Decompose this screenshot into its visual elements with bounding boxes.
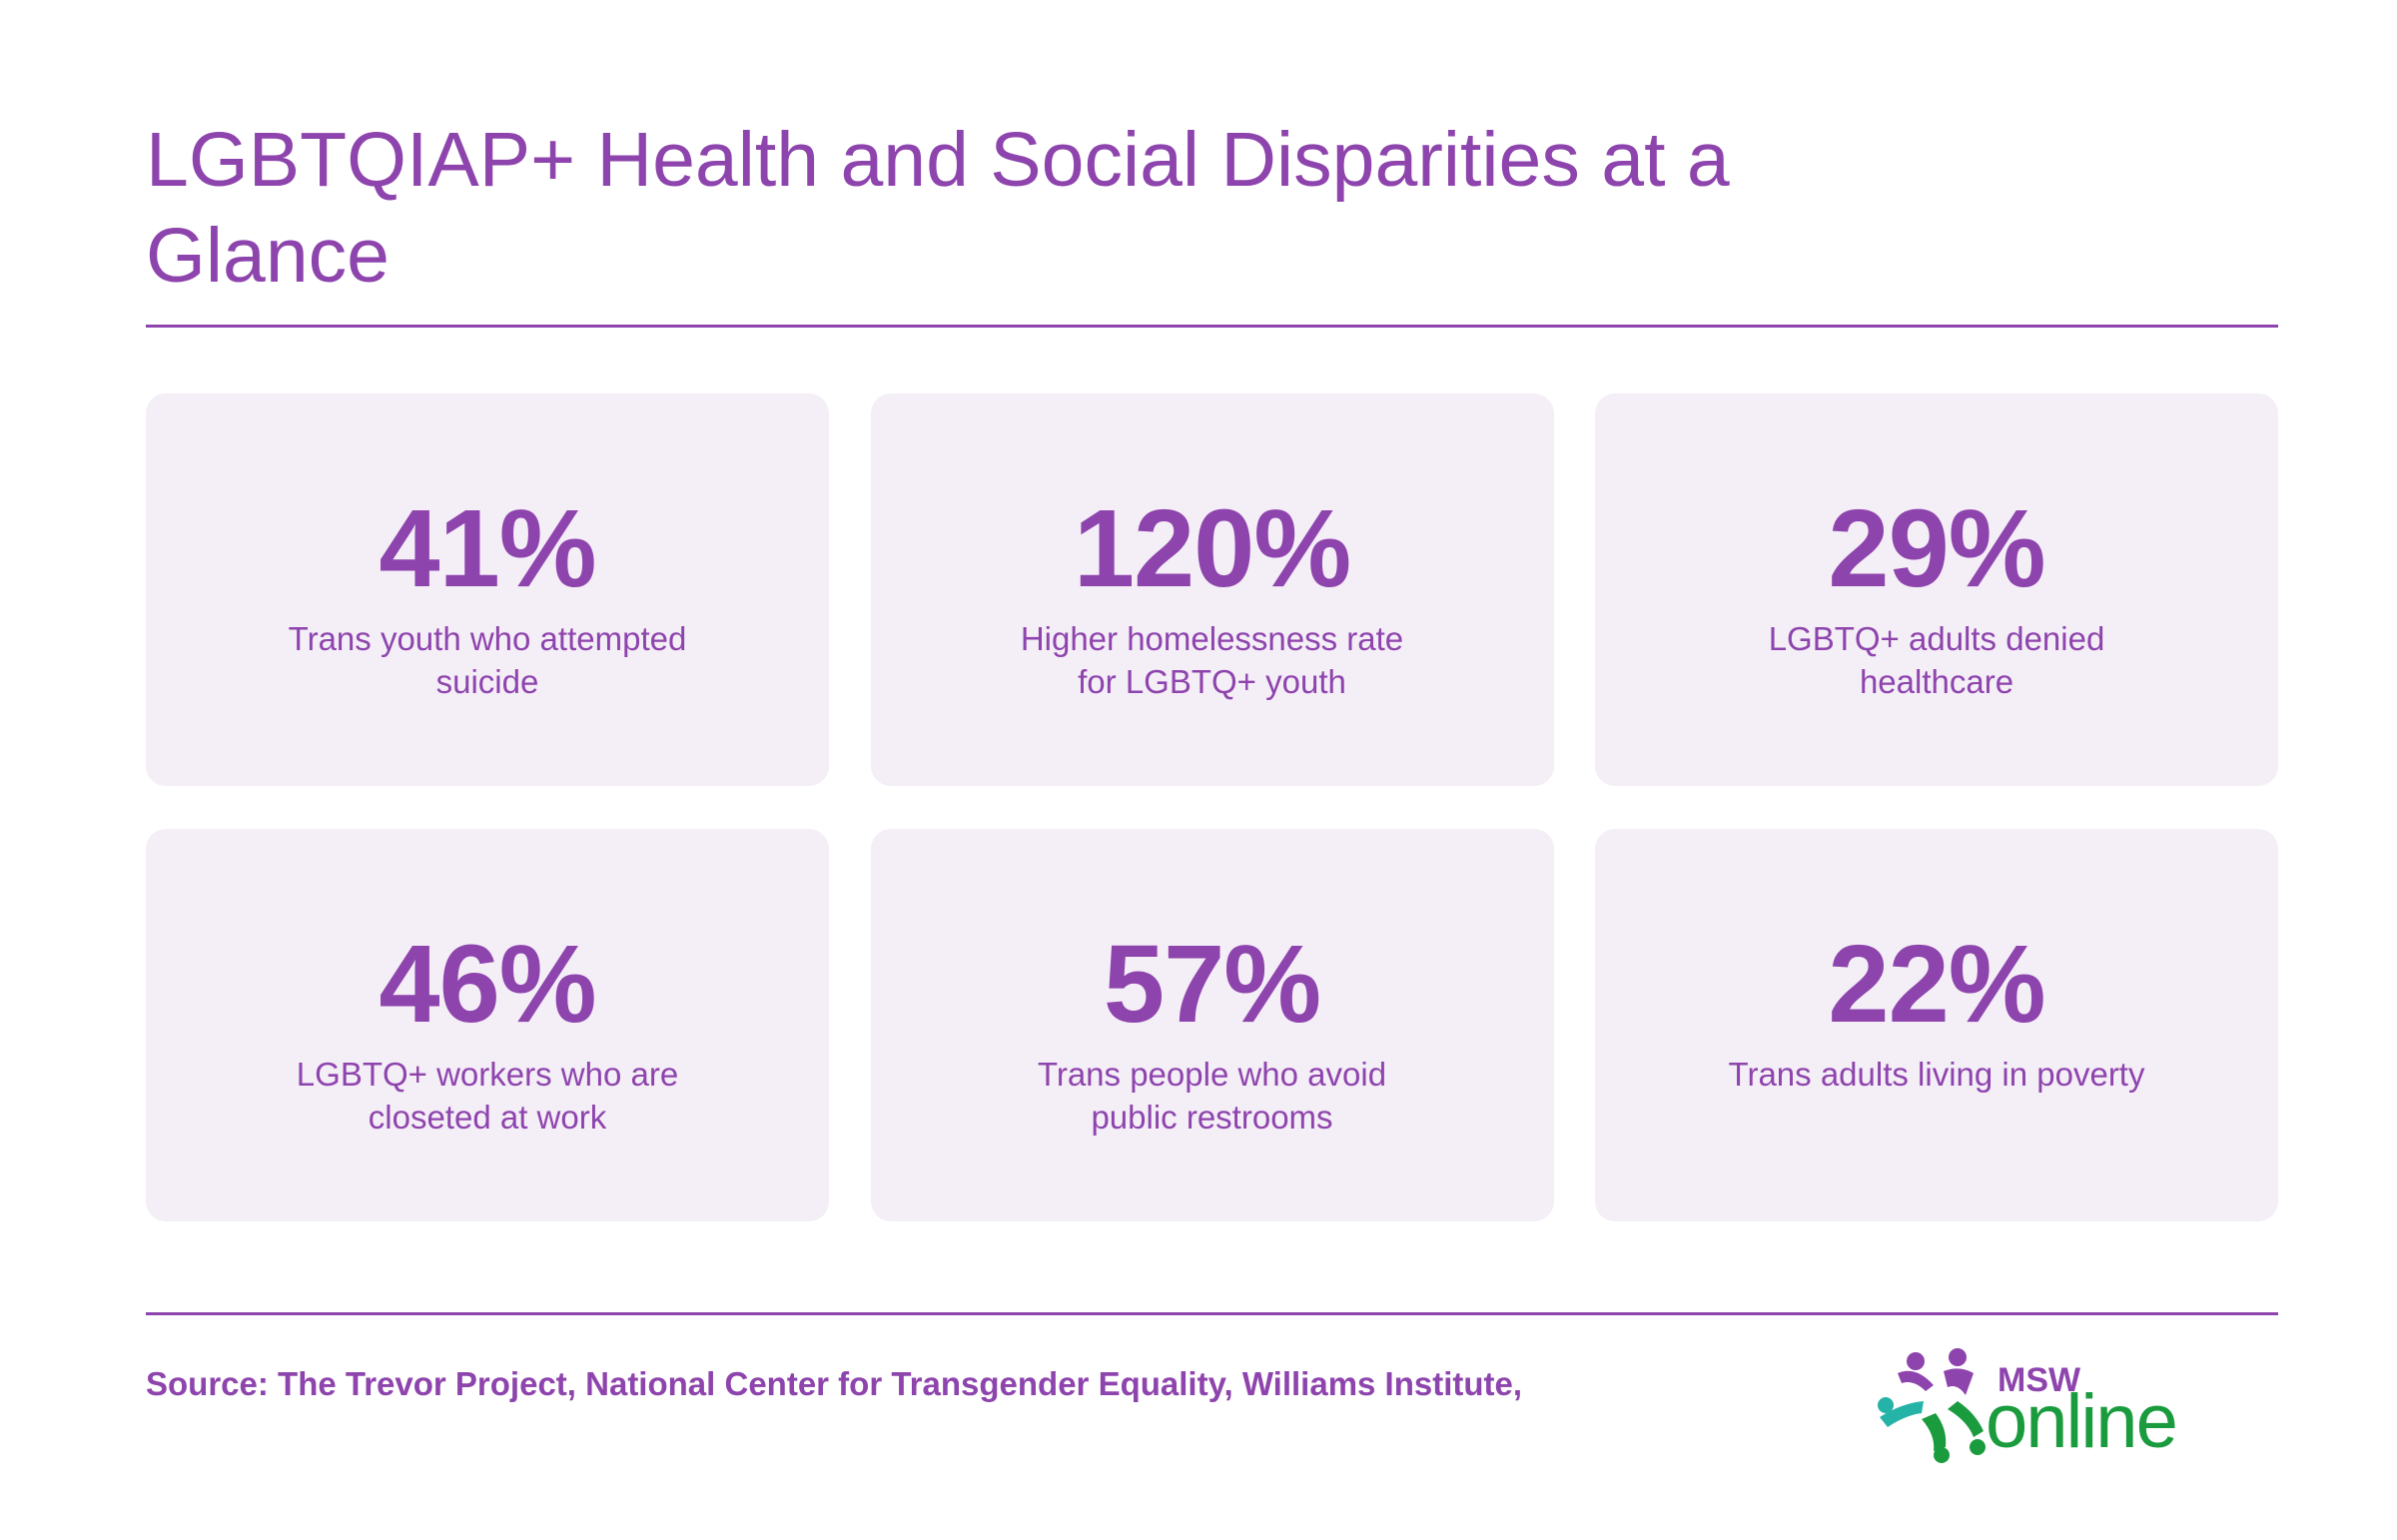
logo-text-online: online <box>1986 1379 2176 1464</box>
top-divider <box>146 325 2278 328</box>
stat-value: 57% <box>1103 923 1321 1046</box>
stat-label: Higher homelessness rate for LGBTQ+ yout… <box>1020 620 1404 700</box>
stat-label: Trans youth who attempted suicide <box>288 620 687 700</box>
stat-card: 57% Trans people who avoid public restro… <box>870 829 1554 1221</box>
stat-label: Trans people who avoid public restrooms <box>1037 1056 1387 1136</box>
stats-grid: 41% Trans youth who attempted suicide 12… <box>146 393 2278 1221</box>
stat-label: LGBTQ+ workers who are closeted at work <box>296 1056 679 1136</box>
stat-card: 41% Trans youth who attempted suicide <box>146 393 829 786</box>
stat-label: Trans adults living in poverty <box>1728 1056 2145 1093</box>
logo-text-msw: MSW <box>1998 1361 2081 1399</box>
msw-online-logo: MSW online <box>1878 1343 2277 1468</box>
stat-card: 29% LGBTQ+ adults denied healthcare <box>1595 393 2278 786</box>
stat-label: LGBTQ+ adults denied healthcare <box>1768 620 2105 700</box>
stat-card: 46% LGBTQ+ workers who are closeted at w… <box>146 829 829 1221</box>
page-title: LGBTQIAP+ Health and Social Disparities … <box>146 117 1730 299</box>
stat-value: 120% <box>1073 487 1351 610</box>
stat-value: 41% <box>379 487 596 610</box>
stat-value: 46% <box>379 923 596 1046</box>
stat-value: 22% <box>1828 923 2045 1046</box>
stat-card: 22% Trans adults living in poverty <box>1595 829 2278 1221</box>
bottom-divider <box>146 1312 2278 1315</box>
source-citation: Source: The Trevor Project, National Cen… <box>146 1365 1523 1402</box>
star-people-icon: MSW online <box>1878 1348 2178 1464</box>
stat-value: 29% <box>1828 487 2045 610</box>
stat-card: 120% Higher homelessness rate for LGBTQ+… <box>870 393 1554 786</box>
